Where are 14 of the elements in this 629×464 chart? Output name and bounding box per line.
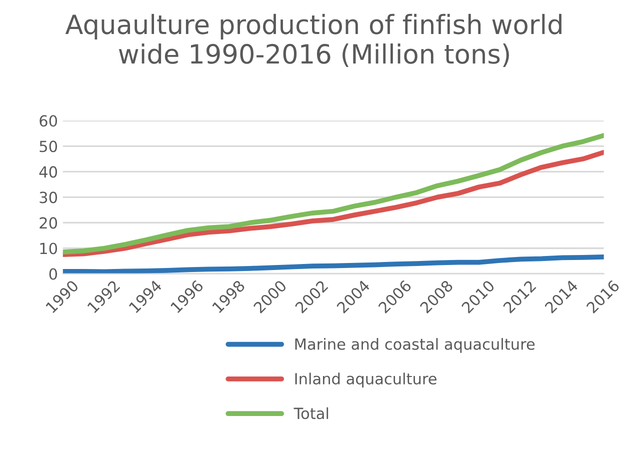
y-tick-label: 40 bbox=[39, 166, 58, 178]
legend-label: Inland aquaculture bbox=[295, 372, 436, 388]
y-tick-label: 10 bbox=[40, 242, 58, 254]
legend-label: Marine and coastal aquaculture bbox=[295, 338, 535, 353]
line-series bbox=[62, 133, 604, 254]
y-tick-label: 60 bbox=[40, 115, 58, 127]
chart-title: Aquaulture production of finfish world wide 1990-2016 (Million tons) bbox=[65, 14, 562, 67]
line-series bbox=[62, 254, 604, 274]
line-series bbox=[62, 150, 604, 258]
y-tick-label: 30 bbox=[40, 192, 58, 204]
y-tick-label: 50 bbox=[40, 140, 58, 152]
y-tick-label: 0 bbox=[49, 268, 58, 280]
legend-label: Total bbox=[294, 407, 328, 420]
y-tick-label: 20 bbox=[40, 217, 58, 229]
